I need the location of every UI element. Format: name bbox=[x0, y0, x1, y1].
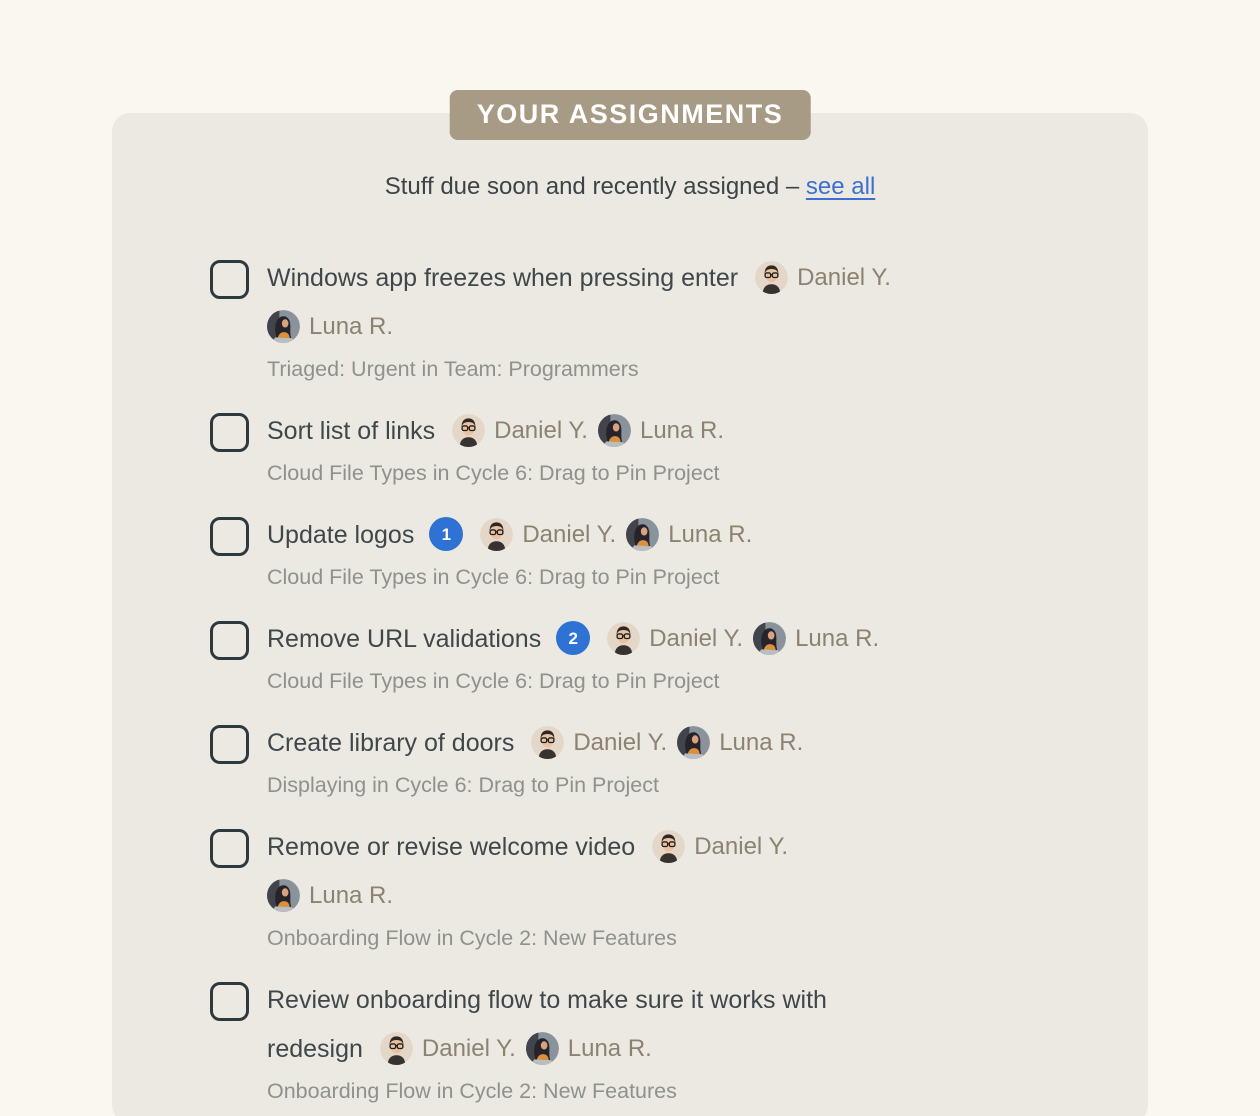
avatar-daniel bbox=[452, 413, 486, 447]
assignee-name: Luna R. bbox=[567, 1034, 652, 1062]
assignments-header-badge: YOUR ASSIGNMENTS bbox=[449, 90, 811, 140]
task-content: Remove URL validations 2 Daniel Y. Luna R… bbox=[267, 615, 1050, 698]
task-row: Update logos 1 Daniel Y. Luna R. Cloud Fil… bbox=[210, 511, 1050, 594]
task-title-line: Luna R. bbox=[267, 872, 1050, 921]
task-title-line: Luna R. bbox=[267, 303, 1050, 352]
assignee-chip-luna[interactable]: Luna R. bbox=[753, 614, 879, 663]
task-title[interactable]: Review onboarding flow to make sure it w… bbox=[267, 986, 827, 1014]
task-content: Sort list of links Daniel Y. Luna R. Clou… bbox=[267, 407, 1050, 490]
task-checkbox[interactable] bbox=[210, 260, 249, 299]
assignee-name: Daniel Y. bbox=[494, 416, 588, 444]
task-checkbox[interactable] bbox=[210, 725, 249, 764]
assignee-name: Daniel Y. bbox=[421, 1034, 516, 1062]
avatar-daniel bbox=[652, 829, 686, 863]
task-meta: Onboarding Flow in Cycle 2: New Features bbox=[267, 926, 677, 950]
avatar-daniel bbox=[531, 725, 565, 759]
task-title[interactable]: redesign bbox=[267, 1035, 363, 1063]
comment-count-badge: 1 bbox=[429, 517, 464, 552]
assignee-name: Daniel Y. bbox=[694, 832, 789, 860]
assignee-chip-luna[interactable]: Luna R. bbox=[626, 510, 752, 559]
task-content: Remove or revise welcome video Daniel Y.… bbox=[267, 823, 1050, 955]
task-checkbox[interactable] bbox=[210, 517, 249, 556]
task-title[interactable]: Remove or revise welcome video bbox=[267, 833, 636, 861]
assignee-chip-daniel[interactable]: Daniel Y. bbox=[452, 406, 588, 455]
task-title[interactable]: Windows app freezes when pressing enter bbox=[267, 264, 739, 292]
assignee-name: Daniel Y. bbox=[522, 520, 617, 548]
subtitle-text: Stuff due soon and recently assigned – bbox=[384, 173, 800, 200]
task-row: Create library of doors Daniel Y. Luna R… bbox=[210, 719, 1050, 802]
task-row: Remove or revise welcome video Daniel Y.… bbox=[210, 823, 1050, 955]
task-title-line: Review onboarding flow to make sure it w… bbox=[267, 976, 1050, 1025]
assignee-chip-luna[interactable]: Luna R. bbox=[525, 1024, 652, 1073]
assignee-chip-luna[interactable]: Luna R. bbox=[267, 302, 393, 351]
assignee-name: Luna R. bbox=[639, 416, 725, 444]
task-title[interactable]: Remove URL validations bbox=[267, 625, 542, 653]
assignee-chip-luna[interactable]: Luna R. bbox=[267, 871, 393, 920]
task-title-line: Remove or revise welcome video Daniel Y. bbox=[267, 823, 1050, 872]
task-content: Windows app freezes when pressing enter … bbox=[267, 254, 1050, 386]
see-all-link[interactable]: see all bbox=[805, 173, 876, 200]
task-title-line: Create library of doors Daniel Y. Luna R… bbox=[267, 719, 1050, 768]
task-row: Review onboarding flow to make sure it w… bbox=[210, 976, 1050, 1108]
task-title-line: Windows app freezes when pressing enter … bbox=[267, 254, 1050, 303]
assignee-name: Daniel Y. bbox=[649, 624, 744, 652]
task-meta: Displaying in Cycle 6: Drag to Pin Proje… bbox=[267, 773, 659, 797]
assignee-chip-daniel[interactable]: Daniel Y. bbox=[755, 253, 891, 302]
assignee-chip-daniel[interactable]: Daniel Y. bbox=[652, 822, 788, 871]
avatar-luna bbox=[677, 725, 711, 759]
avatar-luna bbox=[753, 621, 787, 655]
assignee-name: Luna R. bbox=[668, 520, 753, 548]
task-content: Review onboarding flow to make sure it w… bbox=[267, 976, 1050, 1108]
task-meta: Cloud File Types in Cycle 6: Drag to Pin… bbox=[267, 461, 720, 485]
task-title-line: Update logos 1 Daniel Y. Luna R. bbox=[267, 511, 1050, 560]
avatar-daniel bbox=[755, 260, 789, 294]
task-title-line: redesign Daniel Y. Luna R. bbox=[267, 1025, 1050, 1074]
assignee-chip-luna[interactable]: Luna R. bbox=[677, 718, 803, 767]
avatar-luna bbox=[267, 309, 300, 343]
task-row: Windows app freezes when pressing enter … bbox=[210, 254, 1050, 386]
avatar-luna bbox=[626, 517, 660, 551]
assignee-name: Daniel Y. bbox=[797, 263, 891, 291]
task-checkbox[interactable] bbox=[210, 982, 249, 1021]
task-title[interactable]: Sort list of links bbox=[267, 417, 436, 445]
task-list: Windows app freezes when pressing enter … bbox=[112, 254, 1148, 1108]
assignments-subtitle: Stuff due soon and recently assigned – s… bbox=[112, 170, 1148, 204]
assignee-chip-daniel[interactable]: Daniel Y. bbox=[379, 1024, 516, 1073]
avatar-daniel bbox=[607, 621, 641, 655]
task-row: Remove URL validations 2 Daniel Y. Luna R… bbox=[210, 615, 1050, 698]
task-checkbox[interactable] bbox=[210, 829, 249, 868]
avatar-luna bbox=[525, 1031, 559, 1065]
task-row: Sort list of links Daniel Y. Luna R. Clou… bbox=[210, 407, 1050, 490]
task-meta: Triaged: Urgent in Team: Programmers bbox=[267, 357, 639, 381]
assignee-name: Luna R. bbox=[719, 728, 804, 756]
avatar-luna bbox=[267, 878, 300, 912]
assignee-chip-luna[interactable]: Luna R. bbox=[597, 406, 725, 455]
task-checkbox[interactable] bbox=[210, 413, 249, 452]
task-title[interactable]: Create library of doors bbox=[267, 729, 515, 757]
task-title-line: Remove URL validations 2 Daniel Y. Luna R… bbox=[267, 615, 1050, 664]
assignee-name: Luna R. bbox=[795, 624, 880, 652]
assignee-name: Luna R. bbox=[309, 312, 394, 340]
assignee-name: Luna R. bbox=[309, 881, 394, 909]
task-checkbox[interactable] bbox=[210, 621, 249, 660]
assignments-card: Stuff due soon and recently assigned – s… bbox=[112, 113, 1148, 1116]
assignee-name: Daniel Y. bbox=[573, 728, 668, 756]
assignee-chip-daniel[interactable]: Daniel Y. bbox=[607, 614, 743, 663]
avatar-luna bbox=[597, 413, 631, 447]
task-content: Create library of doors Daniel Y. Luna R… bbox=[267, 719, 1050, 802]
task-content: Update logos 1 Daniel Y. Luna R. Cloud Fil… bbox=[267, 511, 1050, 594]
task-meta: Onboarding Flow in Cycle 2: New Features bbox=[267, 1079, 677, 1103]
assignee-chip-daniel[interactable]: Daniel Y. bbox=[531, 718, 667, 767]
avatar-daniel bbox=[379, 1031, 413, 1065]
task-meta: Cloud File Types in Cycle 6: Drag to Pin… bbox=[267, 669, 720, 693]
assignee-chip-daniel[interactable]: Daniel Y. bbox=[480, 510, 616, 559]
task-title[interactable]: Update logos bbox=[267, 521, 415, 549]
task-meta: Cloud File Types in Cycle 6: Drag to Pin… bbox=[267, 565, 720, 589]
comment-count-badge: 2 bbox=[556, 621, 591, 656]
task-title-line: Sort list of links Daniel Y. Luna R. bbox=[267, 407, 1050, 456]
avatar-daniel bbox=[480, 517, 514, 551]
